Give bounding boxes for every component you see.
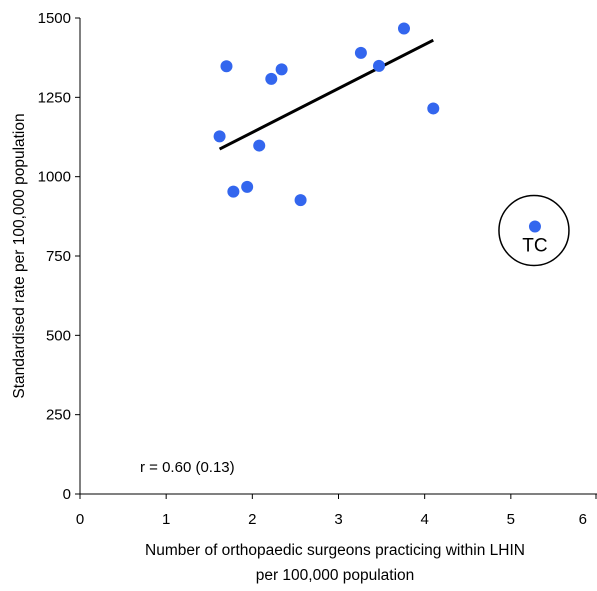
- data-point: [528, 220, 541, 233]
- x-tick-label: 6: [579, 511, 587, 528]
- x-tick-label: 4: [420, 511, 428, 528]
- x-axis-label-line-2: per 100,000 population: [256, 567, 415, 584]
- y-tick-label: 1000: [38, 169, 71, 186]
- trendline: [218, 38, 434, 151]
- data-point: [227, 185, 240, 198]
- outlier-circle: [498, 194, 570, 267]
- x-tick-label: 2: [248, 511, 256, 528]
- x-axis-ticks: 0 1 2 3 4 5 6: [76, 494, 597, 528]
- data-point: [220, 60, 233, 73]
- y-tick-label: 1250: [38, 89, 71, 106]
- y-tick-label: 0: [63, 486, 71, 503]
- data-point: [427, 102, 440, 115]
- data-point: [241, 180, 254, 193]
- data-point: [397, 22, 410, 35]
- y-tick-label: 1500: [38, 10, 71, 27]
- x-tick-label: 0: [76, 511, 84, 528]
- outlier-group: TC: [498, 194, 570, 267]
- x-tick-label: 5: [507, 511, 515, 528]
- data-point: [213, 130, 226, 143]
- x-tick-label: 3: [334, 511, 342, 528]
- trendline-group: [218, 38, 434, 151]
- data-point: [354, 46, 367, 59]
- y-tick-label: 500: [46, 327, 71, 344]
- y-tick-label: 750: [46, 248, 71, 265]
- x-tick-label: 1: [162, 511, 170, 528]
- y-axis-label: Standardised rate per 100,000 population: [11, 113, 28, 398]
- y-tick-label: 250: [46, 407, 71, 424]
- data-point: [294, 194, 307, 207]
- data-point: [265, 72, 278, 85]
- data-point: [253, 139, 266, 152]
- x-axis-label-line-1: Number of orthopaedic surgeons practicin…: [145, 542, 525, 559]
- data-point: [275, 63, 288, 76]
- correlation-annotation: r = 0.60 (0.13): [140, 459, 235, 476]
- outlier-label: TC: [522, 235, 547, 256]
- y-axis-ticks: 0 250 500 750 1000 1250 1500: [38, 10, 80, 503]
- data-points: [213, 22, 541, 233]
- data-point: [372, 59, 385, 72]
